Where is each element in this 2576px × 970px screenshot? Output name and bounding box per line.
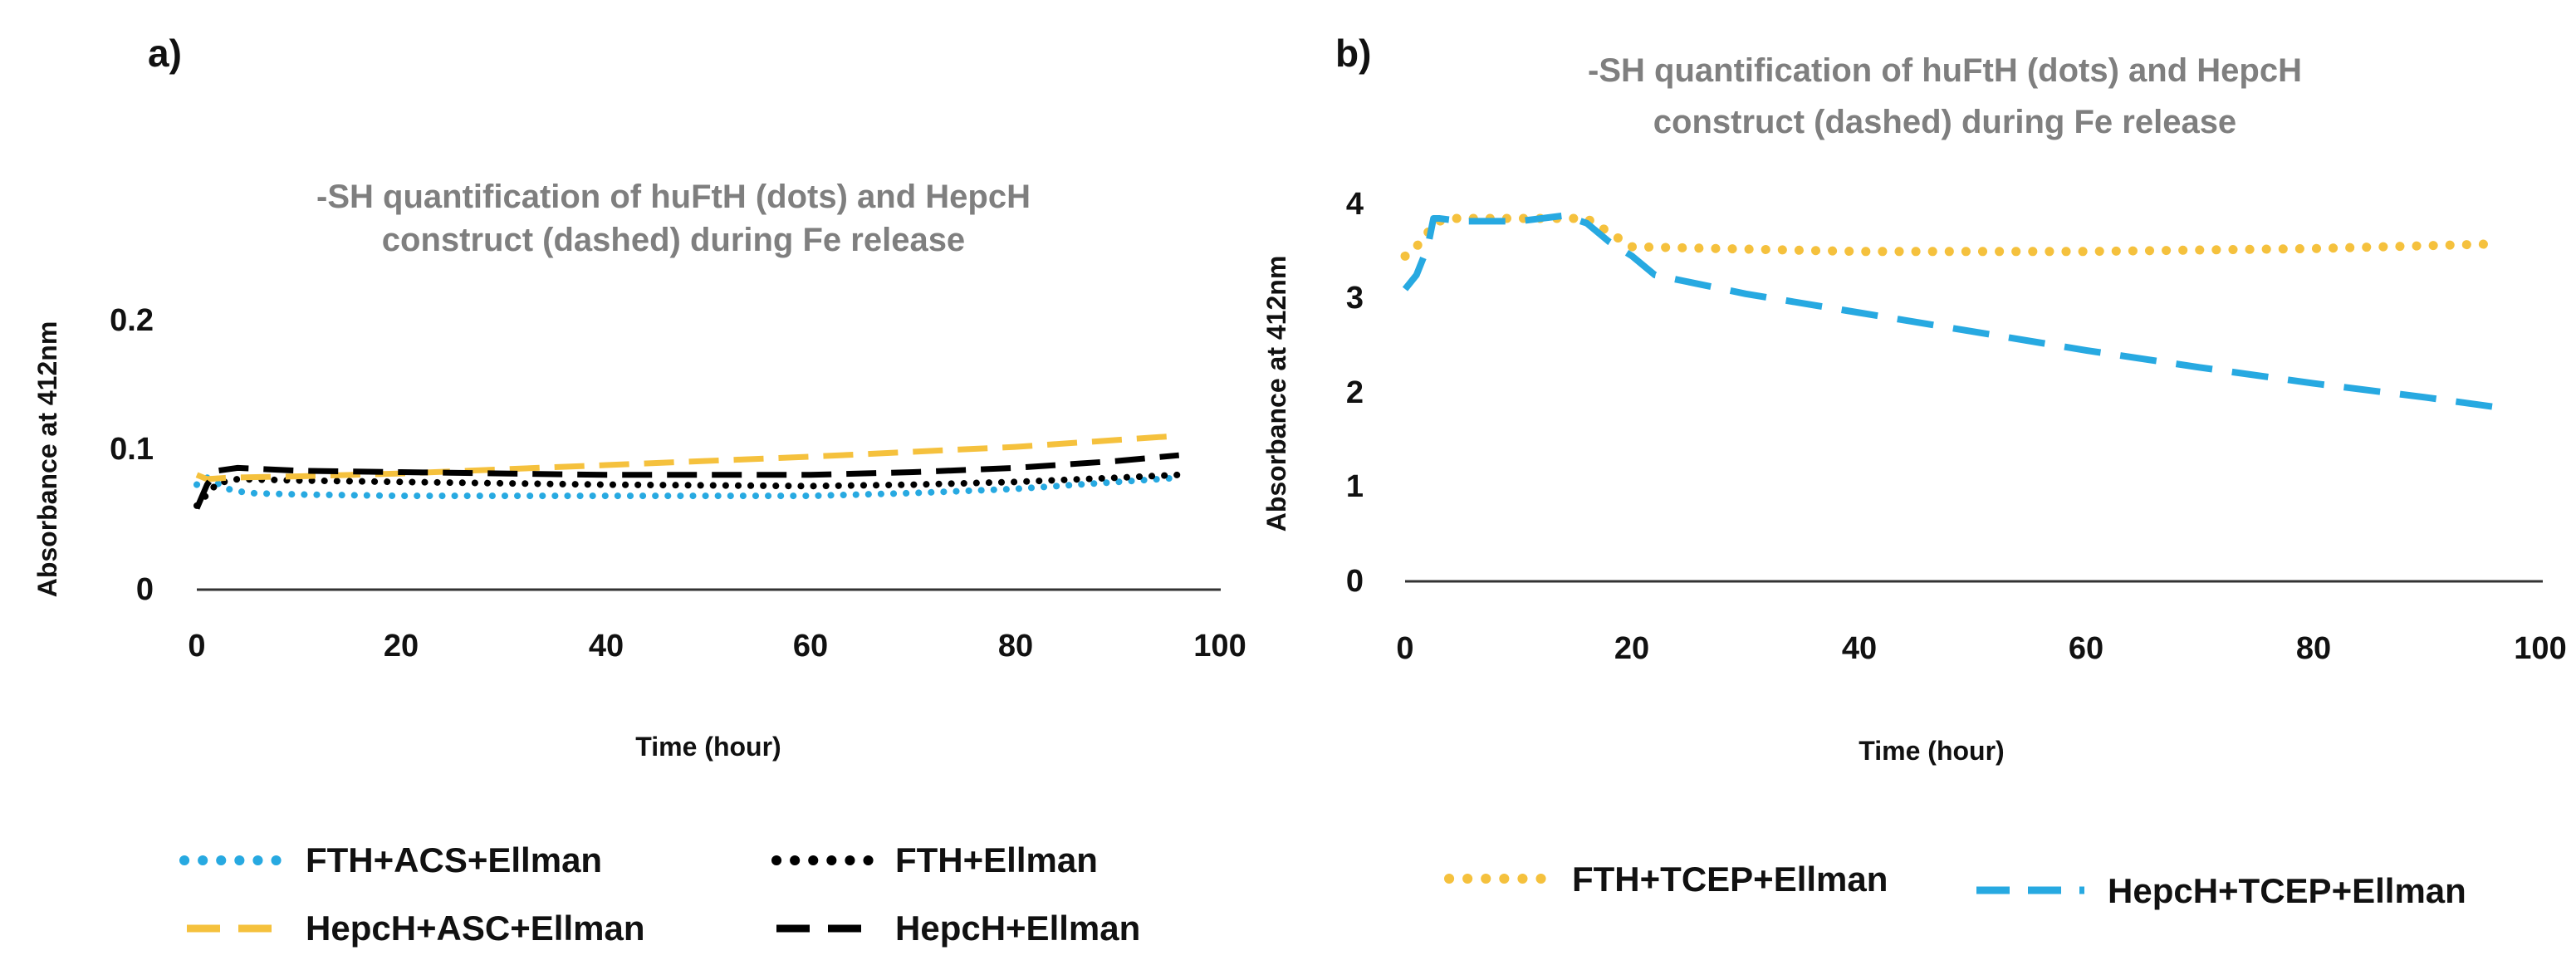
panel-a-series-line-fth-ellman xyxy=(193,471,1183,509)
legend-label-hepch-tcep-ellman: HepcH+TCEP+Ellman xyxy=(2108,871,2466,910)
legend-item-fth-tcep-ellman: FTH+TCEP+Ellman xyxy=(1444,860,1888,899)
panel-b-xtick-1: 20 xyxy=(1614,631,1649,666)
legend-item-fth-acs-ellman: FTH+ACS+Ellman xyxy=(179,840,602,879)
panel-b-label: b) xyxy=(1335,32,1371,75)
panel-b-series-line-hepch-tcep-ellman xyxy=(1402,212,2495,410)
panel-a-xtick-0: 0 xyxy=(188,629,205,664)
legend-item-hepch-ellman: HepcH+Ellman xyxy=(776,909,1140,948)
panel-b-xtick-5: 100 xyxy=(2514,631,2566,666)
panel-a-xtick-3: 60 xyxy=(793,629,828,664)
legend-label-fth-tcep-ellman: FTH+TCEP+Ellman xyxy=(1572,860,1888,899)
legend-item-hepch-asc-ellman: HepcH+ASC+Ellman xyxy=(187,909,644,948)
panel-a-ytick-0: 0 xyxy=(136,572,154,607)
panel-b-series-line-fth-tcep-ellman xyxy=(1400,213,2500,261)
panel-b-title-line-1: -SH quantification of huFtH (dots) and H… xyxy=(1588,52,2302,89)
panel-b-series-group xyxy=(1400,212,2500,410)
panel-a-xtick-5: 100 xyxy=(1193,629,1246,664)
panel-b-y-tick-labels: 0 1 2 3 4 xyxy=(1346,187,1364,599)
panel-a-ytick-2: 0.2 xyxy=(110,303,154,338)
legend-label-hepch-asc-ellman: HepcH+ASC+Ellman xyxy=(306,909,644,948)
panel-a-series-line-hepch-ellman xyxy=(193,452,1180,510)
panel-b-ytick-3: 3 xyxy=(1346,281,1364,316)
panel-a-y-tick-labels: 0 0.1 0.2 xyxy=(110,303,154,607)
legend-item-fth-ellman: FTH+Ellman xyxy=(771,840,1098,879)
panel-b-xtick-2: 40 xyxy=(1842,631,1877,666)
legend-label-fth-ellman: FTH+Ellman xyxy=(895,840,1098,879)
panel-a-title-line-2: construct (dashed) during Fe release xyxy=(382,222,965,258)
panel-b-title-line-2: construct (dashed) during Fe release xyxy=(1653,104,2236,140)
panel-a-ytick-1: 0.1 xyxy=(110,432,154,467)
panel-b-ytick-2: 2 xyxy=(1346,375,1364,410)
panel-b-xtick-0: 0 xyxy=(1396,631,1413,666)
panel-a-x-axis-title: Time (hour) xyxy=(635,732,781,762)
panel-b-ytick-4: 4 xyxy=(1346,187,1364,222)
panel-a-label: a) xyxy=(148,32,182,75)
panel-a-xtick-4: 80 xyxy=(998,629,1033,664)
panel-b-xtick-3: 60 xyxy=(2069,631,2103,666)
panel-b-ytick-1: 1 xyxy=(1346,469,1364,504)
panel-a-series-line-fth-acs-ellman xyxy=(193,473,1183,500)
legend-label-fth-acs-ellman: FTH+ACS+Ellman xyxy=(306,840,602,879)
panel-a-title-line-1: -SH quantification of huFtH (dots) and H… xyxy=(316,179,1031,215)
panel-b-legend: FTH+TCEP+Ellman HepcH+TCEP+Ellman xyxy=(1444,860,2466,910)
legend-item-hepch-tcep-ellman: HepcH+TCEP+Ellman xyxy=(1976,871,2466,910)
panel-a-xtick-1: 20 xyxy=(384,629,419,664)
panel-b-ytick-0: 0 xyxy=(1346,564,1364,599)
panel-a-xtick-2: 40 xyxy=(589,629,624,664)
panel-b-y-axis-title: Absorbance at 412nm xyxy=(1261,256,1291,532)
panel-a-x-tick-labels: 0 20 40 60 80 100 xyxy=(188,629,1246,664)
panel-a-series-group xyxy=(193,433,1183,510)
panel-b: b) -SH quantification of huFtH (dots) an… xyxy=(1261,32,2567,910)
panel-a-legend: FTH+ACS+Ellman FTH+Ellman HepcH+ASC+Ellm… xyxy=(179,840,1140,948)
panel-a: a) -SH quantification of huFtH (dots) an… xyxy=(32,32,1246,948)
legend-label-hepch-ellman: HepcH+Ellman xyxy=(895,909,1140,948)
panel-a-y-axis-title: Absorbance at 412nm xyxy=(32,321,62,598)
panel-b-x-tick-labels: 0 20 40 60 80 100 xyxy=(1396,631,2566,666)
panel-b-x-axis-title: Time (hour) xyxy=(1859,736,2004,766)
panel-b-xtick-4: 80 xyxy=(2296,631,2331,666)
